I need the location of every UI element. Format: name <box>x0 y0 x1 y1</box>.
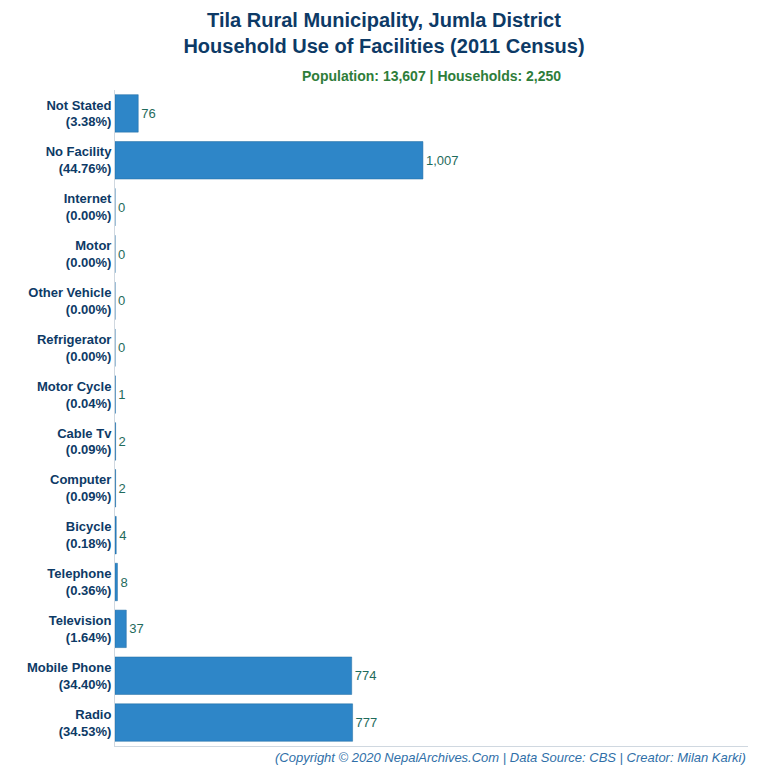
svg-text:Bicycle(0.18%): Bicycle(0.18%) <box>66 519 112 551</box>
svg-text:Population: 13,607 | Household: Population: 13,607 | Households: 2,250 <box>302 68 561 84</box>
svg-text:0: 0 <box>118 200 125 215</box>
svg-text:Motor(0.00%): Motor(0.00%) <box>66 238 112 270</box>
svg-text:0: 0 <box>118 293 125 308</box>
svg-text:76: 76 <box>141 106 155 121</box>
svg-text:Not Stated(3.38%): Not Stated(3.38%) <box>46 98 111 130</box>
svg-text:Motor Cycle(0.04%): Motor Cycle(0.04%) <box>37 379 111 411</box>
svg-text:Refrigerator(0.00%): Refrigerator(0.00%) <box>37 332 111 364</box>
svg-text:0: 0 <box>118 340 125 355</box>
svg-text:Radio(34.53%): Radio(34.53%) <box>59 707 112 739</box>
svg-text:(Copyright © 2020 NepalArchive: (Copyright © 2020 NepalArchives.Com | Da… <box>275 750 746 765</box>
svg-text:Mobile Phone(34.40%): Mobile Phone(34.40%) <box>27 660 112 692</box>
svg-text:Internet(0.00%): Internet(0.00%) <box>64 191 112 223</box>
svg-text:Other Vehicle(0.00%): Other Vehicle(0.00%) <box>28 285 111 317</box>
svg-text:Cable Tv(0.09%): Cable Tv(0.09%) <box>57 426 112 458</box>
svg-text:777: 777 <box>356 715 378 730</box>
svg-text:37: 37 <box>129 621 143 636</box>
svg-text:Tila Rural Municipality, Jumla: Tila Rural Municipality, Jumla DistrictH… <box>183 9 584 57</box>
svg-text:1,007: 1,007 <box>426 153 459 168</box>
svg-text:1: 1 <box>118 387 125 402</box>
svg-text:Television(1.64%): Television(1.64%) <box>49 613 112 645</box>
svg-text:2: 2 <box>119 481 126 496</box>
svg-text:0: 0 <box>118 247 125 262</box>
svg-text:No Facility(44.76%): No Facility(44.76%) <box>46 144 113 176</box>
svg-text:2: 2 <box>119 434 126 449</box>
svg-text:Computer(0.09%): Computer(0.09%) <box>50 472 111 504</box>
svg-text:4: 4 <box>119 528 126 543</box>
svg-text:774: 774 <box>355 668 377 683</box>
svg-text:8: 8 <box>120 575 127 590</box>
svg-text:Telephone(0.36%): Telephone(0.36%) <box>47 566 111 598</box>
